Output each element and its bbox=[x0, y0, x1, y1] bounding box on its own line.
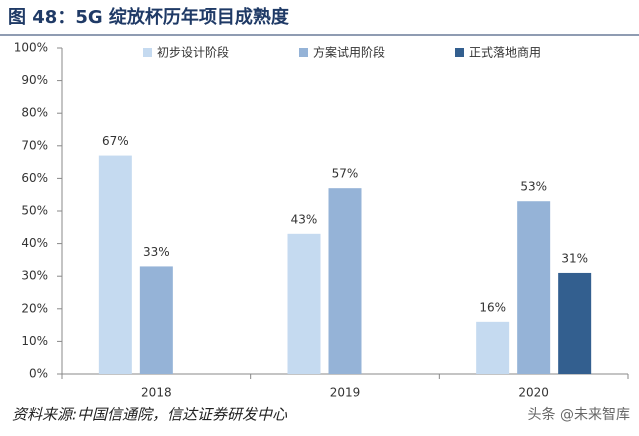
y-tick-label: 80% bbox=[21, 106, 48, 120]
bar bbox=[287, 233, 321, 374]
y-tick-label: 100% bbox=[14, 41, 48, 55]
value-label: 43% bbox=[291, 212, 318, 226]
value-label: 67% bbox=[102, 134, 129, 148]
legend-label: 初步设计阶段 bbox=[157, 45, 229, 60]
y-tick-label: 30% bbox=[21, 269, 48, 283]
y-tick-label: 60% bbox=[21, 171, 48, 185]
value-label: 57% bbox=[332, 167, 359, 181]
x-tick-label: 2019 bbox=[330, 386, 361, 400]
bar bbox=[139, 266, 173, 374]
y-tick-label: 90% bbox=[21, 73, 48, 87]
x-tick-label: 2018 bbox=[141, 386, 172, 400]
y-tick-label: 10% bbox=[21, 334, 48, 348]
legend-swatch bbox=[455, 48, 464, 57]
y-tick-label: 70% bbox=[21, 138, 48, 152]
value-label: 16% bbox=[479, 300, 506, 314]
y-tick-label: 0% bbox=[29, 367, 48, 381]
chart-title: 图 48：5G 绽放杯历年项目成熟度 bbox=[8, 6, 290, 28]
bar bbox=[558, 272, 592, 374]
y-tick-label: 20% bbox=[21, 301, 48, 315]
bar bbox=[328, 188, 362, 374]
y-tick-label: 50% bbox=[21, 204, 48, 218]
bar bbox=[98, 155, 132, 374]
value-label: 53% bbox=[520, 180, 547, 194]
watermark: 头条 @未来智库 bbox=[528, 406, 630, 423]
bar bbox=[476, 321, 510, 374]
legend-swatch bbox=[299, 48, 308, 57]
legend-swatch bbox=[143, 48, 152, 57]
bar bbox=[517, 201, 551, 374]
legend-label: 方案试用阶段 bbox=[313, 45, 385, 60]
x-tick-label: 2020 bbox=[518, 386, 549, 400]
y-tick-label: 40% bbox=[21, 236, 48, 250]
source: 资料来源:中国信通院，信达证券研发中心 bbox=[12, 406, 288, 424]
value-label: 31% bbox=[561, 251, 588, 265]
legend-label: 正式落地商用 bbox=[469, 45, 541, 60]
value-label: 33% bbox=[143, 245, 170, 259]
